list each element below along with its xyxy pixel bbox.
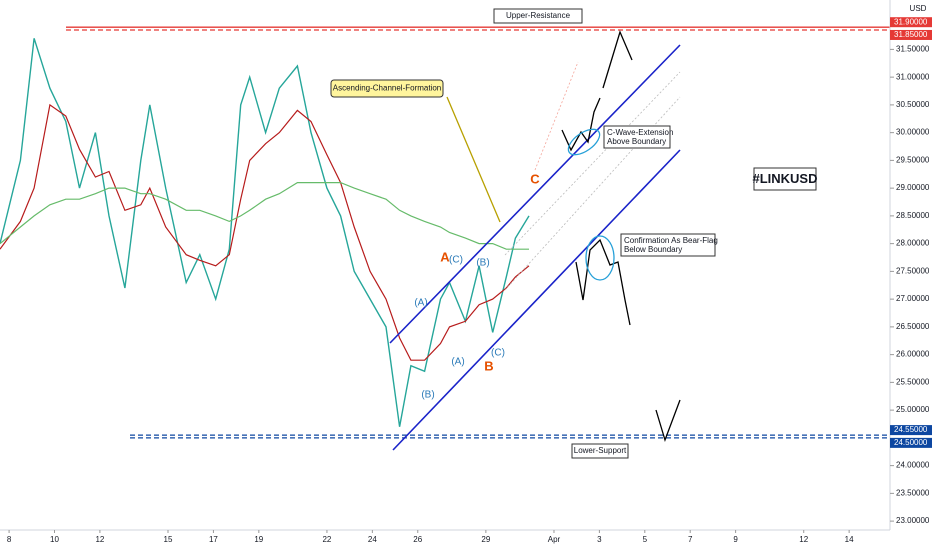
- extension-label: Above Boundary: [607, 137, 666, 146]
- y-tick-label: 25.00000: [896, 405, 930, 414]
- wave-label: (B): [476, 258, 489, 269]
- x-tick-label: 12: [95, 535, 104, 544]
- y-tick-label: 27.50000: [896, 266, 930, 275]
- label-box: [620, 233, 716, 257]
- currency: USD: [910, 4, 927, 13]
- x-tick-label: 22: [322, 535, 331, 544]
- projection: [561, 97, 601, 152]
- x-tick-label: 3: [597, 535, 602, 544]
- level-tag-label: 24.50000: [894, 438, 928, 447]
- series-line: [0, 103, 530, 361]
- projection: [602, 30, 633, 89]
- projection-dash: [534, 61, 579, 171]
- label-box: [603, 125, 671, 149]
- channel-upper: [389, 44, 681, 344]
- label-box: [753, 167, 817, 191]
- x-tick-label: 9: [733, 535, 738, 544]
- symbol: #LINKUSD: [752, 171, 817, 186]
- x-tick-label: 12: [799, 535, 808, 544]
- projections: [446, 30, 681, 443]
- x-tick-label: 14: [845, 535, 854, 544]
- y-tick-label: 23.00000: [896, 516, 930, 525]
- level-tag-label: 24.55000: [894, 425, 928, 434]
- x-tick-label: 24: [368, 535, 377, 544]
- y-tick-label: 29.00000: [896, 183, 930, 192]
- level-tag: [890, 17, 932, 28]
- wave-label: C: [530, 171, 540, 186]
- level-tag-label: 31.85000: [894, 30, 928, 39]
- level-tag: [890, 29, 932, 40]
- x-tick-label: 26: [413, 535, 422, 544]
- x-tick-label: Apr: [548, 535, 561, 544]
- pointer: [446, 96, 501, 223]
- highlight: [567, 128, 601, 156]
- upper-label: Upper-Resistance: [506, 11, 571, 20]
- channel: [389, 44, 681, 451]
- confirmation-label: Below Boundary: [624, 245, 682, 254]
- y-tick-label: 24.00000: [896, 461, 930, 470]
- x-tick-label: 29: [481, 535, 490, 544]
- series-line: [0, 38, 530, 427]
- annotations: Upper-Resistance Lower-Support Ascending…: [330, 8, 818, 459]
- y-tick-label: 26.50000: [896, 322, 930, 331]
- y-tick-label: 25.50000: [896, 377, 930, 386]
- wave-label: (C): [449, 255, 463, 266]
- x-tick-label: 7: [688, 535, 693, 544]
- x-tick-label: 5: [643, 535, 648, 544]
- channel-label: Ascending-Channel-Formation: [333, 84, 442, 93]
- wave-label: (C): [491, 348, 505, 359]
- confirmation-label: Confirmation As Bear-Flag: [624, 236, 718, 245]
- series-line: [0, 182, 529, 250]
- y-tick-label: 28.00000: [896, 239, 930, 248]
- x-tick-label: 19: [254, 535, 263, 544]
- x-tick-label: 10: [50, 535, 59, 544]
- label-box: [571, 443, 629, 459]
- highlight: [585, 235, 615, 281]
- y-tick-label: 26.00000: [896, 350, 930, 359]
- wave-label: (A): [414, 298, 427, 309]
- level-tag-label: 31.90000: [894, 17, 928, 26]
- y-tick-label: 23.50000: [896, 488, 930, 497]
- y-tick-label: 31.00000: [896, 72, 930, 81]
- projection: [575, 238, 631, 326]
- wave-label: (A): [451, 357, 464, 368]
- plot-area: [0, 26, 890, 439]
- y-tick-label: 31.50000: [896, 45, 930, 54]
- projection: [655, 399, 681, 443]
- y-tick-label: 29.50000: [896, 155, 930, 164]
- lower-label: Lower-Support: [574, 446, 627, 455]
- wave-label: A: [440, 249, 450, 264]
- wave-label: (B): [421, 390, 434, 401]
- channel-lower: [392, 149, 681, 451]
- wave-label: B: [484, 358, 493, 373]
- y-tick-label: 28.50000: [896, 211, 930, 220]
- y-tick-label: 30.50000: [896, 100, 930, 109]
- level-tag: [890, 437, 932, 448]
- level-tag: [890, 425, 932, 436]
- x-tick-label: 8: [7, 535, 12, 544]
- x-tick-label: 17: [209, 535, 218, 544]
- x-tick-label: 15: [164, 535, 173, 544]
- label-box: [493, 8, 583, 24]
- label-box: [330, 79, 444, 98]
- axes: 23.00000 23.50000 24.00000 25.00000 25.50000…: [7, 17, 932, 544]
- extension-label: C-Wave-Extension: [607, 128, 673, 137]
- y-tick-label: 30.00000: [896, 128, 930, 137]
- y-tick-label: 27.00000: [896, 294, 930, 303]
